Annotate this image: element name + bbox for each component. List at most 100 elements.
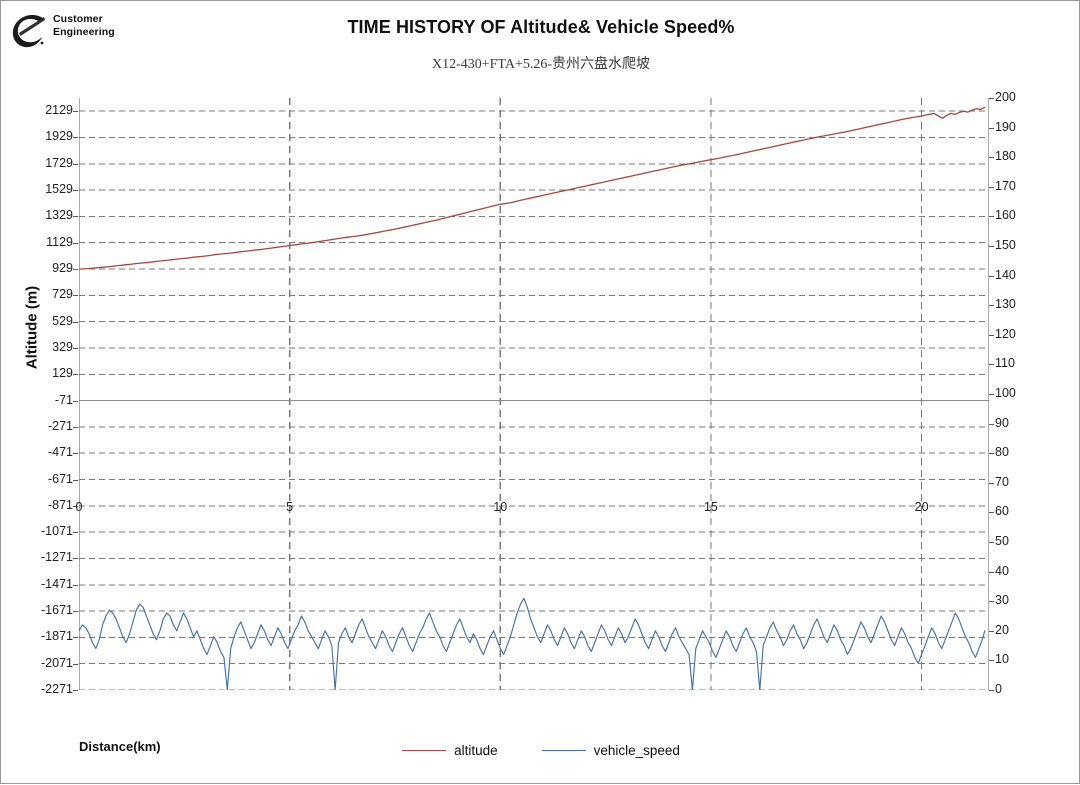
y-axis-right-tick-label: 20 [995,623,1041,637]
y-axis-left-tick-label: -1071 [3,524,73,538]
y-axis-left-tick-label: 1529 [3,182,73,196]
y-axis-right-tick-label: 130 [995,297,1041,311]
chart-canvas [79,98,989,690]
y-axis-left-tick-label: 1729 [3,156,73,170]
y-axis-right-tick-label: 100 [995,386,1041,400]
y-axis-right-tick-label: 180 [995,149,1041,163]
y-axis-left-tick-label: -1471 [3,577,73,591]
y-axis-left-tick-label: -2271 [3,682,73,696]
y-axis-left-tick-label: 929 [3,261,73,275]
y-axis-right-tick-mark [989,246,994,247]
y-axis-left-tick-label: -1671 [3,603,73,617]
y-axis-left-tick-label: -1271 [3,550,73,564]
y-axis-left-tick-mark [73,532,78,533]
y-axis-left-tick-label: -2071 [3,656,73,670]
y-axis-left-tick-label: -671 [3,472,73,486]
y-axis-left-tick-label: 729 [3,287,73,301]
y-axis-right-tick-mark [989,424,994,425]
y-axis-right-tick-mark [989,483,994,484]
legend-label: altitude [454,743,498,758]
legend-label: vehicle_speed [594,743,680,758]
y-axis-right-tick-mark [989,157,994,158]
y-axis-right-tick-label: 170 [995,179,1041,193]
legend-line-swatch [542,750,586,751]
y-axis-left-tick-mark [73,664,78,665]
y-axis-right-tick-mark [989,335,994,336]
y-axis-left-tick-label: 129 [3,366,73,380]
y-axis-left-tick-label: -71 [3,393,73,407]
y-axis-right-tick-mark [989,364,994,365]
x-axis-tick-label: 15 [704,500,718,514]
y-axis-right-tick-mark [989,572,994,573]
legend-line-swatch [402,750,446,751]
y-axis-left-tick-mark [73,322,78,323]
y-axis-left-tick-mark [73,243,78,244]
y-axis-right-tick-mark [989,98,994,99]
y-axis-right-tick-mark [989,276,994,277]
y-axis-left-tick-mark [73,164,78,165]
x-axis-tick-label: 10 [493,500,507,514]
y-axis-right-tick-label: 90 [995,416,1041,430]
y-axis-left-tick-mark [73,216,78,217]
y-axis-right-tick-label: 40 [995,564,1041,578]
y-axis-right-tick-mark [989,660,994,661]
y-axis-right-tick-label: 190 [995,120,1041,134]
chart-legend: altitude vehicle_speed [1,743,1080,758]
y-axis-right-tick-label: 110 [995,356,1041,370]
y-axis-right-tick-mark [989,394,994,395]
y-axis-left-tick-mark [73,348,78,349]
y-axis-left-tick-mark [73,111,78,112]
y-axis-left-tick-mark [73,374,78,375]
y-axis-left-tick-mark [73,637,78,638]
chart-subtitle: X12-430+FTA+5.26-贵州六盘水爬坡 [1,53,1080,73]
y-axis-right-tick-label: 50 [995,534,1041,548]
y-axis-left-tick-label: -871 [3,498,73,512]
y-axis-right-tick-mark [989,601,994,602]
y-axis-left-tick-mark [73,558,78,559]
y-axis-left-tick-label: -471 [3,445,73,459]
y-axis-left-tick-mark [73,611,78,612]
y-axis-left-tick-mark [73,137,78,138]
y-axis-left-tick-mark [73,295,78,296]
y-axis-right-tick-label: 160 [995,208,1041,222]
y-axis-right-tick-mark [989,305,994,306]
y-axis-left-tick-label: 1329 [3,208,73,222]
y-axis-right-tick-label: 70 [995,475,1041,489]
y-axis-right-tick-label: 150 [995,238,1041,252]
y-axis-left-tick-mark [73,585,78,586]
y-axis-right-tick-label: 30 [995,593,1041,607]
y-axis-right-tick-label: 10 [995,652,1041,666]
y-axis-left-tick-label: 529 [3,314,73,328]
y-axis-left-tick-mark [73,690,78,691]
y-axis-left-tick-mark [73,480,78,481]
y-axis-right-tick-mark [989,128,994,129]
legend-item[interactable]: vehicle_speed [542,743,680,758]
y-axis-right-tick-mark [989,187,994,188]
y-axis-right-tick-mark [989,542,994,543]
y-axis-left-tick-label: 1929 [3,129,73,143]
x-axis-tick-label: 5 [286,500,293,514]
y-axis-right-tick-mark [989,512,994,513]
y-axis-right-tick-label: 60 [995,504,1041,518]
y-axis-right-tick-mark [989,216,994,217]
y-axis-left-tick-label: 2129 [3,103,73,117]
y-axis-right-tick-label: 80 [995,445,1041,459]
y-axis-left-tick-label: -1871 [3,629,73,643]
y-axis-left-tick-mark [73,453,78,454]
y-axis-left-tick-mark [73,190,78,191]
y-axis-left-tick-label: -271 [3,419,73,433]
y-axis-right-tick-label: 120 [995,327,1041,341]
chart-title: TIME HISTORY OF Altitude& Vehicle Speed% [1,17,1080,38]
y-axis-right-tick-label: 200 [995,90,1041,104]
y-axis-left-tick-mark [73,427,78,428]
y-axis-left-tick-mark [73,401,78,402]
y-axis-right-tick-mark [989,453,994,454]
x-axis-tick-label: 20 [915,500,929,514]
y-axis-right-tick-label: 0 [995,682,1041,696]
legend-item[interactable]: altitude [402,743,498,758]
y-axis-left-tick-label: 1129 [3,235,73,249]
